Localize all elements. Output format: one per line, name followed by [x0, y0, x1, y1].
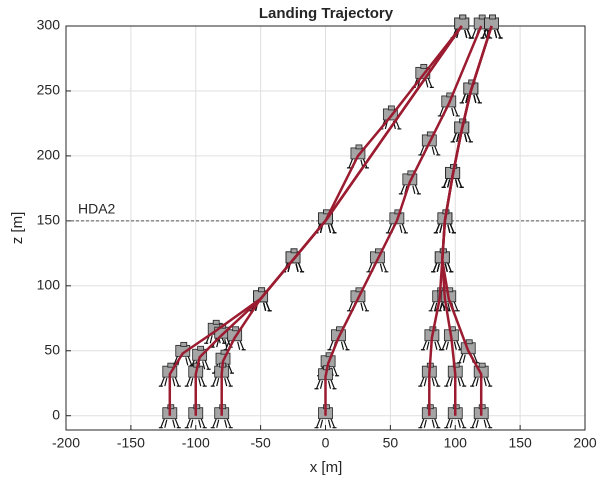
y-axis-label: z [m] [9, 212, 26, 245]
lander-legs [444, 417, 467, 429]
lander-legs [418, 375, 441, 387]
x-tick-label: 0 [322, 435, 330, 451]
lander-legs [459, 92, 482, 104]
lander-legs [470, 375, 493, 387]
x-tick-label: -150 [117, 435, 145, 451]
lander-legs [184, 375, 207, 387]
trajectory-line [324, 25, 483, 416]
lander-top [387, 105, 395, 111]
lander-top [459, 14, 467, 20]
lander-legs [470, 417, 493, 429]
x-tick-label: -200 [52, 435, 80, 451]
lander-marker [480, 14, 503, 39]
y-tick-label: 150 [37, 212, 61, 228]
x-tick-label: 50 [383, 435, 399, 451]
y-tick-label: 100 [37, 277, 61, 293]
lander-top [465, 339, 473, 345]
trajectory-line [220, 25, 463, 416]
x-tick-label: 200 [573, 435, 597, 451]
lander-legs [184, 417, 207, 429]
lander-legs [314, 417, 337, 429]
lander-top [180, 341, 188, 347]
x-tick-label: 100 [444, 435, 468, 451]
lander-top [212, 319, 220, 325]
y-tick-label: 200 [37, 147, 61, 163]
lander-top [489, 14, 496, 20]
lander-top [478, 14, 486, 20]
lander-legs [158, 375, 181, 387]
lander-legs [398, 183, 421, 195]
lander-legs [158, 417, 181, 429]
lander-legs [450, 131, 473, 143]
y-tick-label: 50 [44, 341, 60, 357]
lander-marker [158, 362, 181, 387]
lander-legs [441, 177, 464, 188]
lander-legs [440, 339, 463, 351]
axes-box [65, 25, 586, 431]
x-tick-label: -100 [182, 435, 210, 451]
x-tick-label: -50 [251, 435, 271, 451]
lander-legs [431, 261, 454, 273]
lander-top [478, 362, 486, 368]
y-tick-label: 250 [37, 82, 61, 98]
lander-top [167, 362, 175, 368]
lander-top [258, 287, 266, 293]
lander-legs [444, 375, 467, 387]
lander-marker [450, 14, 473, 39]
lander-legs [210, 375, 233, 387]
lander-legs [480, 27, 503, 39]
lander-top [420, 63, 428, 69]
lander-top [355, 144, 363, 150]
lander-top [232, 326, 240, 332]
x-axis-label: x [m] [310, 459, 343, 476]
lander-legs [433, 222, 456, 234]
lander-top [290, 248, 298, 254]
lander-legs [210, 417, 233, 429]
x-tick-label: 150 [508, 435, 532, 451]
trajectory-line [441, 25, 493, 416]
y-tick-label: 0 [52, 406, 60, 422]
lander-legs [314, 378, 337, 390]
lander-legs [420, 339, 443, 351]
y-tick-label: 300 [37, 17, 61, 33]
lander-legs [418, 417, 441, 429]
lander-top [197, 345, 205, 351]
reference-label: HDA2 [78, 201, 116, 217]
chart-title: Landing Trajectory [259, 5, 394, 22]
